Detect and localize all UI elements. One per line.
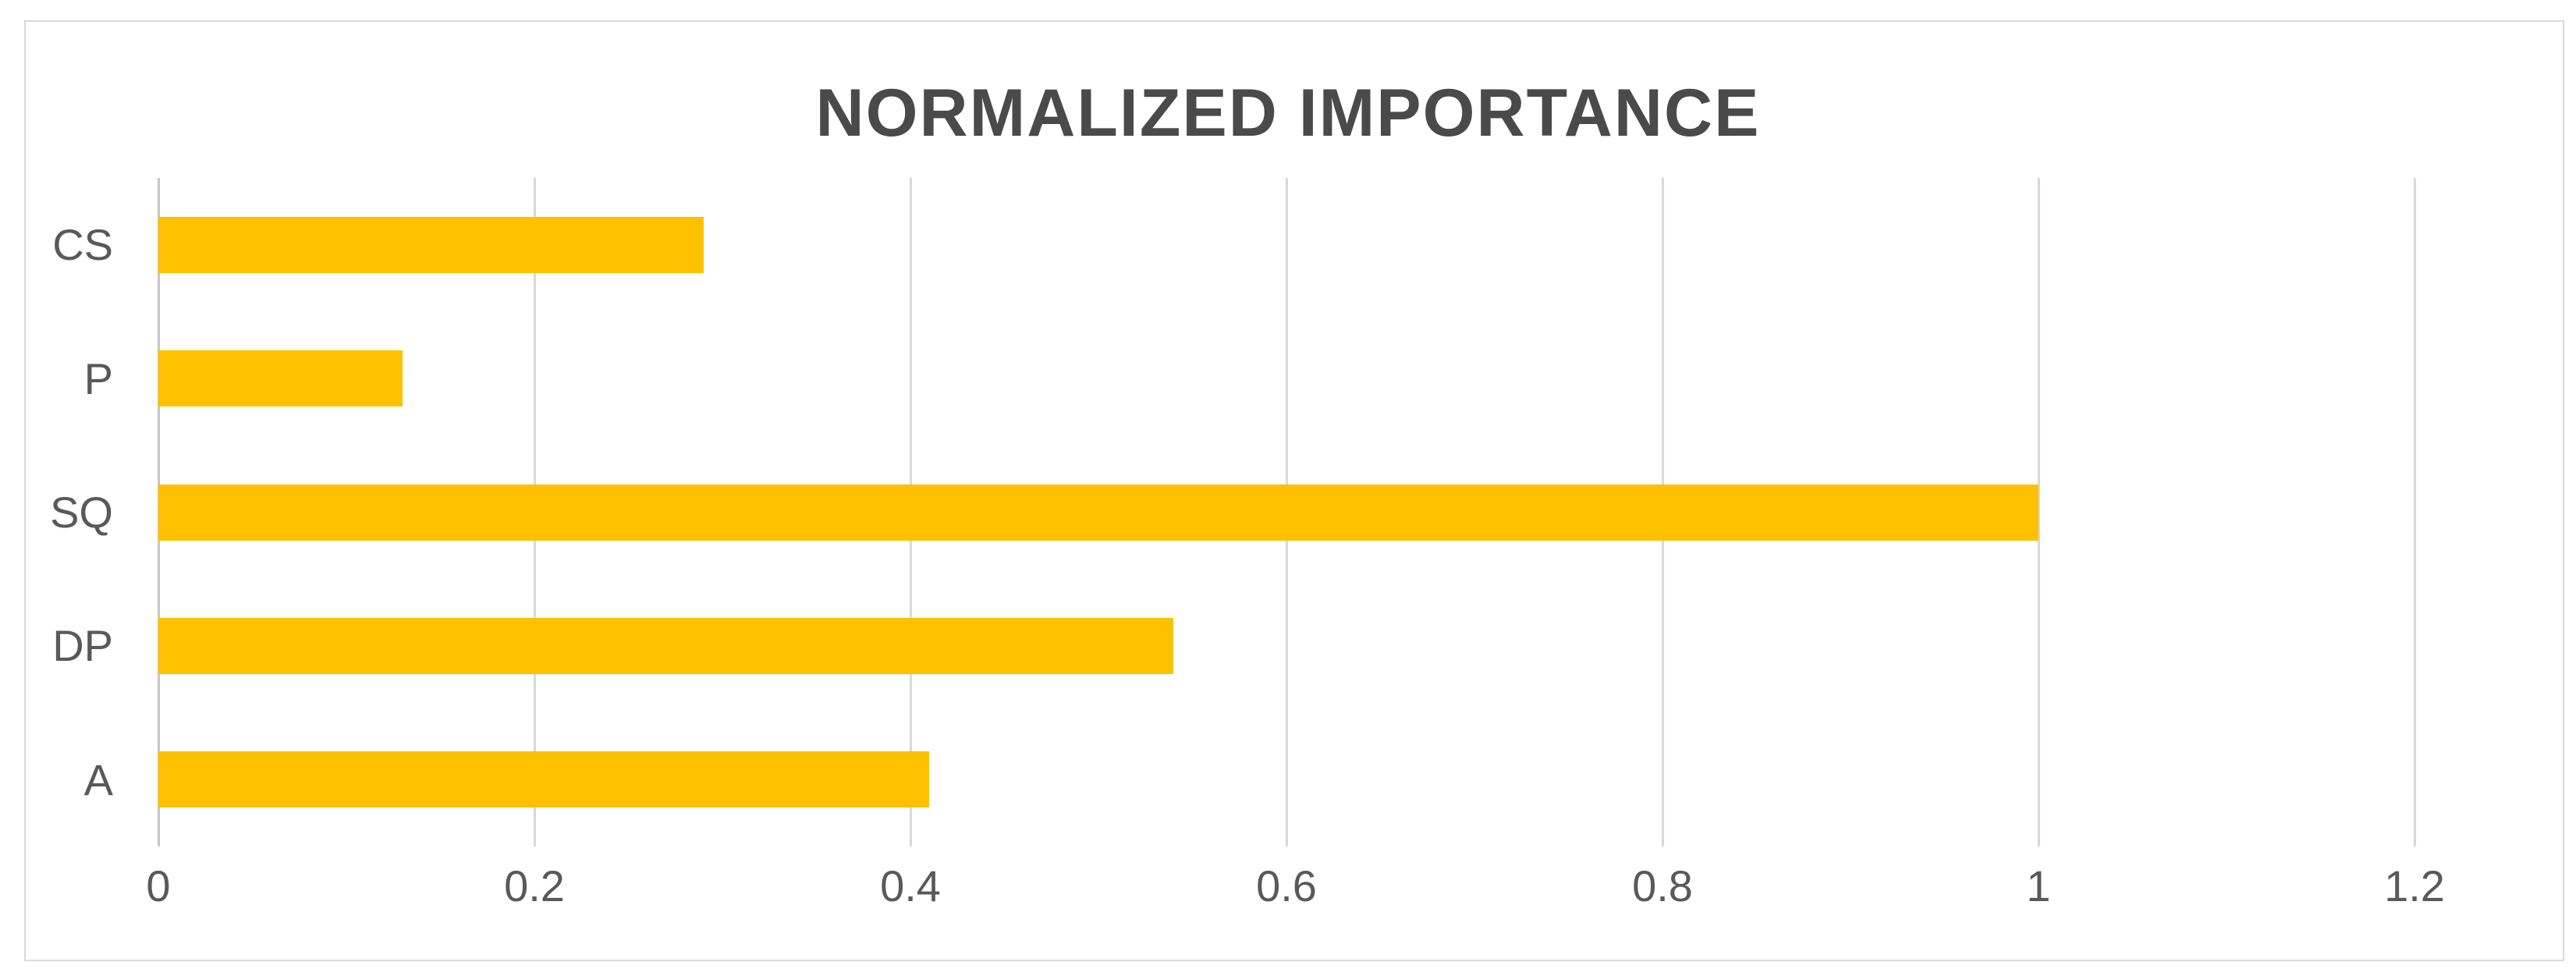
- bar-A: [158, 751, 930, 808]
- x-tick-label-0.8: 0.8: [1632, 861, 1693, 910]
- y-category-label-A: A: [83, 754, 113, 804]
- bar-DP: [158, 617, 1174, 674]
- y-category-label-DP: DP: [52, 621, 113, 671]
- x-tick-label-1.2: 1.2: [2384, 861, 2445, 910]
- chart-title: NORMALIZED IMPORTANCE: [815, 76, 1761, 151]
- x-tick-label-0.6: 0.6: [1256, 861, 1317, 910]
- x-tick-label-0: 0: [146, 861, 171, 910]
- y-category-label-SQ: SQ: [50, 487, 113, 537]
- bar-P: [158, 350, 403, 407]
- gridline-x-1.2: [2413, 178, 2416, 846]
- plot-area: [157, 178, 2416, 846]
- x-tick-label-0.4: 0.4: [880, 861, 941, 910]
- bar-SQ: [158, 484, 2038, 541]
- bar-CS: [158, 216, 704, 273]
- y-category-label-CS: CS: [52, 220, 113, 270]
- x-tick-label-1: 1: [2026, 861, 2051, 910]
- y-category-label-P: P: [83, 353, 113, 403]
- gridline-x-1: [2037, 178, 2040, 846]
- x-tick-label-0.2: 0.2: [504, 861, 565, 910]
